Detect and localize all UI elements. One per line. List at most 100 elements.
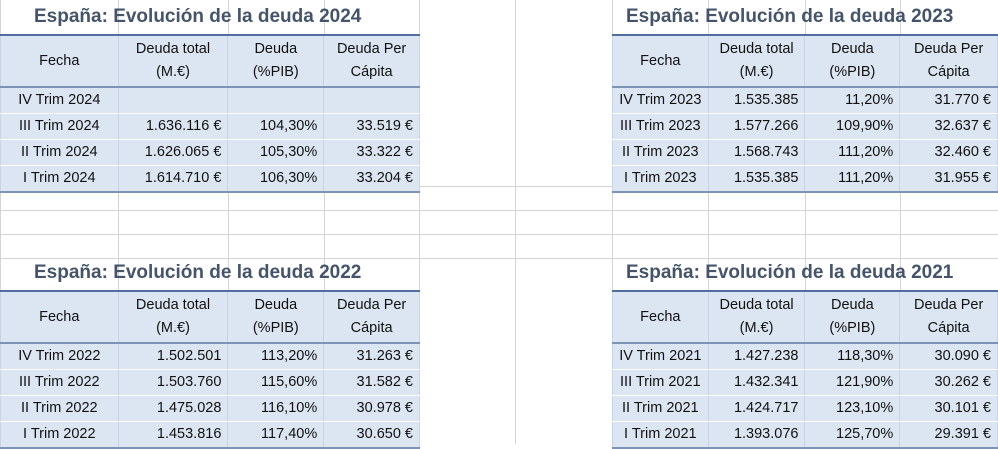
header-deuda-per-capita[interactable]: Deuda Per Cápita bbox=[899, 290, 998, 344]
header-fecha[interactable]: Fecha bbox=[612, 290, 709, 344]
cell-total[interactable]: 1.626.065 € bbox=[117, 139, 229, 166]
cell-pib[interactable]: 11,20% bbox=[804, 86, 901, 114]
cell-capita[interactable]: 33.322 € bbox=[323, 139, 420, 166]
cell-fecha[interactable]: III Trim 2022 bbox=[0, 369, 119, 396]
cell-fecha[interactable]: I Trim 2024 bbox=[0, 165, 119, 193]
cell-capita[interactable]: 31.582 € bbox=[323, 369, 420, 396]
cell-pib[interactable]: 117,40% bbox=[227, 421, 325, 449]
cell-fecha[interactable]: I Trim 2023 bbox=[612, 165, 709, 193]
cell-fecha[interactable]: II Trim 2021 bbox=[612, 395, 709, 422]
cell-capita[interactable]: 31.263 € bbox=[323, 342, 420, 370]
header-deuda-per-capita[interactable]: Deuda Per Cápita bbox=[323, 290, 420, 344]
header-fecha[interactable]: Fecha bbox=[0, 290, 119, 344]
table-row: IV Trim 2022 1.502.501 113,20% 31.263 € bbox=[0, 342, 420, 370]
grid-col-line bbox=[805, 0, 806, 444]
cell-total[interactable]: 1.424.717 bbox=[707, 395, 806, 422]
cell-fecha[interactable]: I Trim 2022 bbox=[0, 421, 119, 449]
cell-total[interactable]: 1.502.501 bbox=[117, 342, 229, 370]
table-row: I Trim 2021 1.393.076 125,70% 29.391 € bbox=[612, 421, 998, 449]
header-deuda-total[interactable]: Deuda total (M.€) bbox=[117, 290, 229, 344]
grid-col-line bbox=[419, 0, 420, 444]
grid-col-line bbox=[900, 0, 901, 444]
cell-capita[interactable]: 31.770 € bbox=[899, 86, 998, 114]
cell-pib[interactable] bbox=[227, 86, 325, 114]
cell-total[interactable]: 1.535.385 bbox=[707, 165, 806, 193]
cell-fecha[interactable]: IV Trim 2021 bbox=[612, 342, 709, 370]
grid-col-line bbox=[324, 0, 325, 444]
header-row: Fecha Deuda total (M.€) Deuda (%PIB) Deuda… bbox=[0, 290, 420, 344]
table-row: IV Trim 2023 1.535.385 11,20% 31.770 € bbox=[612, 86, 998, 114]
cell-capita[interactable]: 32.637 € bbox=[899, 113, 998, 140]
cell-pib[interactable]: 121,90% bbox=[804, 369, 901, 396]
cell-pib[interactable]: 115,60% bbox=[227, 369, 325, 396]
cell-fecha[interactable]: I Trim 2021 bbox=[612, 421, 709, 449]
header-deuda-pib[interactable]: Deuda (%PIB) bbox=[227, 290, 325, 344]
debt-table: Fecha Deuda total (M.€) Deuda (%PIB) Deuda… bbox=[0, 34, 420, 193]
table-title: España: Evolución de la deuda 2023 bbox=[626, 6, 954, 27]
cell-pib[interactable]: 105,30% bbox=[227, 139, 325, 166]
cell-total[interactable]: 1.614.710 € bbox=[117, 165, 229, 193]
cell-pib[interactable]: 123,10% bbox=[804, 395, 901, 422]
cell-fecha[interactable]: II Trim 2024 bbox=[0, 139, 119, 166]
cell-fecha[interactable]: IV Trim 2023 bbox=[612, 86, 709, 114]
table-row: III Trim 2021 1.432.341 121,90% 30.262 € bbox=[612, 369, 998, 396]
table-row: II Trim 2024 1.626.065 € 105,30% 33.322 … bbox=[0, 139, 420, 166]
cell-fecha[interactable]: II Trim 2023 bbox=[612, 139, 709, 166]
header-deuda-total[interactable]: Deuda total (M.€) bbox=[707, 34, 806, 88]
cell-capita[interactable] bbox=[323, 86, 420, 114]
cell-pib[interactable]: 109,90% bbox=[804, 113, 901, 140]
cell-capita[interactable]: 30.650 € bbox=[323, 421, 420, 449]
grid-row-line bbox=[0, 258, 998, 259]
header-deuda-per-capita[interactable]: Deuda Per Cápita bbox=[323, 34, 420, 88]
header-deuda-pib[interactable]: Deuda (%PIB) bbox=[804, 290, 901, 344]
cell-pib[interactable]: 116,10% bbox=[227, 395, 325, 422]
debt-table: Fecha Deuda total (M.€) Deuda (%PIB) Deuda… bbox=[612, 34, 998, 193]
header-deuda-pib[interactable]: Deuda (%PIB) bbox=[804, 34, 901, 88]
cell-capita[interactable]: 31.955 € bbox=[899, 165, 998, 193]
cell-total[interactable] bbox=[117, 86, 229, 114]
cell-pib[interactable]: 111,20% bbox=[804, 139, 901, 166]
cell-fecha[interactable]: IV Trim 2022 bbox=[0, 342, 119, 370]
header-deuda-pib[interactable]: Deuda (%PIB) bbox=[227, 34, 325, 88]
header-deuda-total[interactable]: Deuda total (M.€) bbox=[117, 34, 229, 88]
cell-fecha[interactable]: III Trim 2024 bbox=[0, 113, 119, 140]
grid-row-line bbox=[0, 234, 998, 235]
cell-capita[interactable]: 30.262 € bbox=[899, 369, 998, 396]
table-title: España: Evolución de la deuda 2021 bbox=[626, 262, 954, 283]
debt-table: Fecha Deuda total (M.€) Deuda (%PIB) Deuda… bbox=[0, 290, 420, 449]
cell-pib[interactable]: 125,70% bbox=[804, 421, 901, 449]
header-deuda-per-capita[interactable]: Deuda Per Cápita bbox=[899, 34, 998, 88]
cell-fecha[interactable]: III Trim 2021 bbox=[612, 369, 709, 396]
cell-total[interactable]: 1.577.266 bbox=[707, 113, 806, 140]
header-fecha[interactable]: Fecha bbox=[0, 34, 119, 88]
cell-total[interactable]: 1.427.238 bbox=[707, 342, 806, 370]
cell-total[interactable]: 1.432.341 bbox=[707, 369, 806, 396]
cell-total[interactable]: 1.535.385 bbox=[707, 86, 806, 114]
cell-fecha[interactable]: II Trim 2022 bbox=[0, 395, 119, 422]
cell-total[interactable]: 1.453.816 bbox=[117, 421, 229, 449]
cell-capita[interactable]: 30.101 € bbox=[899, 395, 998, 422]
cell-pib[interactable]: 104,30% bbox=[227, 113, 325, 140]
cell-total[interactable]: 1.636.116 € bbox=[117, 113, 229, 140]
cell-total[interactable]: 1.503.760 bbox=[117, 369, 229, 396]
cell-capita[interactable]: 32.460 € bbox=[899, 139, 998, 166]
header-row: Fecha Deuda total (M.€) Deuda (%PIB) Deuda… bbox=[0, 34, 420, 88]
cell-total[interactable]: 1.568.743 bbox=[707, 139, 806, 166]
cell-total[interactable]: 1.475.028 bbox=[117, 395, 229, 422]
header-fecha[interactable]: Fecha bbox=[612, 34, 709, 88]
header-deuda-total[interactable]: Deuda total (M.€) bbox=[707, 290, 806, 344]
cell-pib[interactable]: 113,20% bbox=[227, 342, 325, 370]
cell-pib[interactable]: 118,30% bbox=[804, 342, 901, 370]
grid-col-line bbox=[118, 0, 119, 444]
cell-capita[interactable]: 33.519 € bbox=[323, 113, 420, 140]
cell-capita[interactable]: 30.090 € bbox=[899, 342, 998, 370]
cell-pib[interactable]: 106,30% bbox=[227, 165, 325, 193]
cell-capita[interactable]: 30.978 € bbox=[323, 395, 420, 422]
cell-capita[interactable]: 33.204 € bbox=[323, 165, 420, 193]
cell-pib[interactable]: 111,20% bbox=[804, 165, 901, 193]
cell-fecha[interactable]: III Trim 2023 bbox=[612, 113, 709, 140]
cell-fecha[interactable]: IV Trim 2024 bbox=[0, 86, 119, 114]
cell-capita[interactable]: 29.391 € bbox=[899, 421, 998, 449]
table-row: III Trim 2022 1.503.760 115,60% 31.582 € bbox=[0, 369, 420, 396]
cell-total[interactable]: 1.393.076 bbox=[707, 421, 806, 449]
